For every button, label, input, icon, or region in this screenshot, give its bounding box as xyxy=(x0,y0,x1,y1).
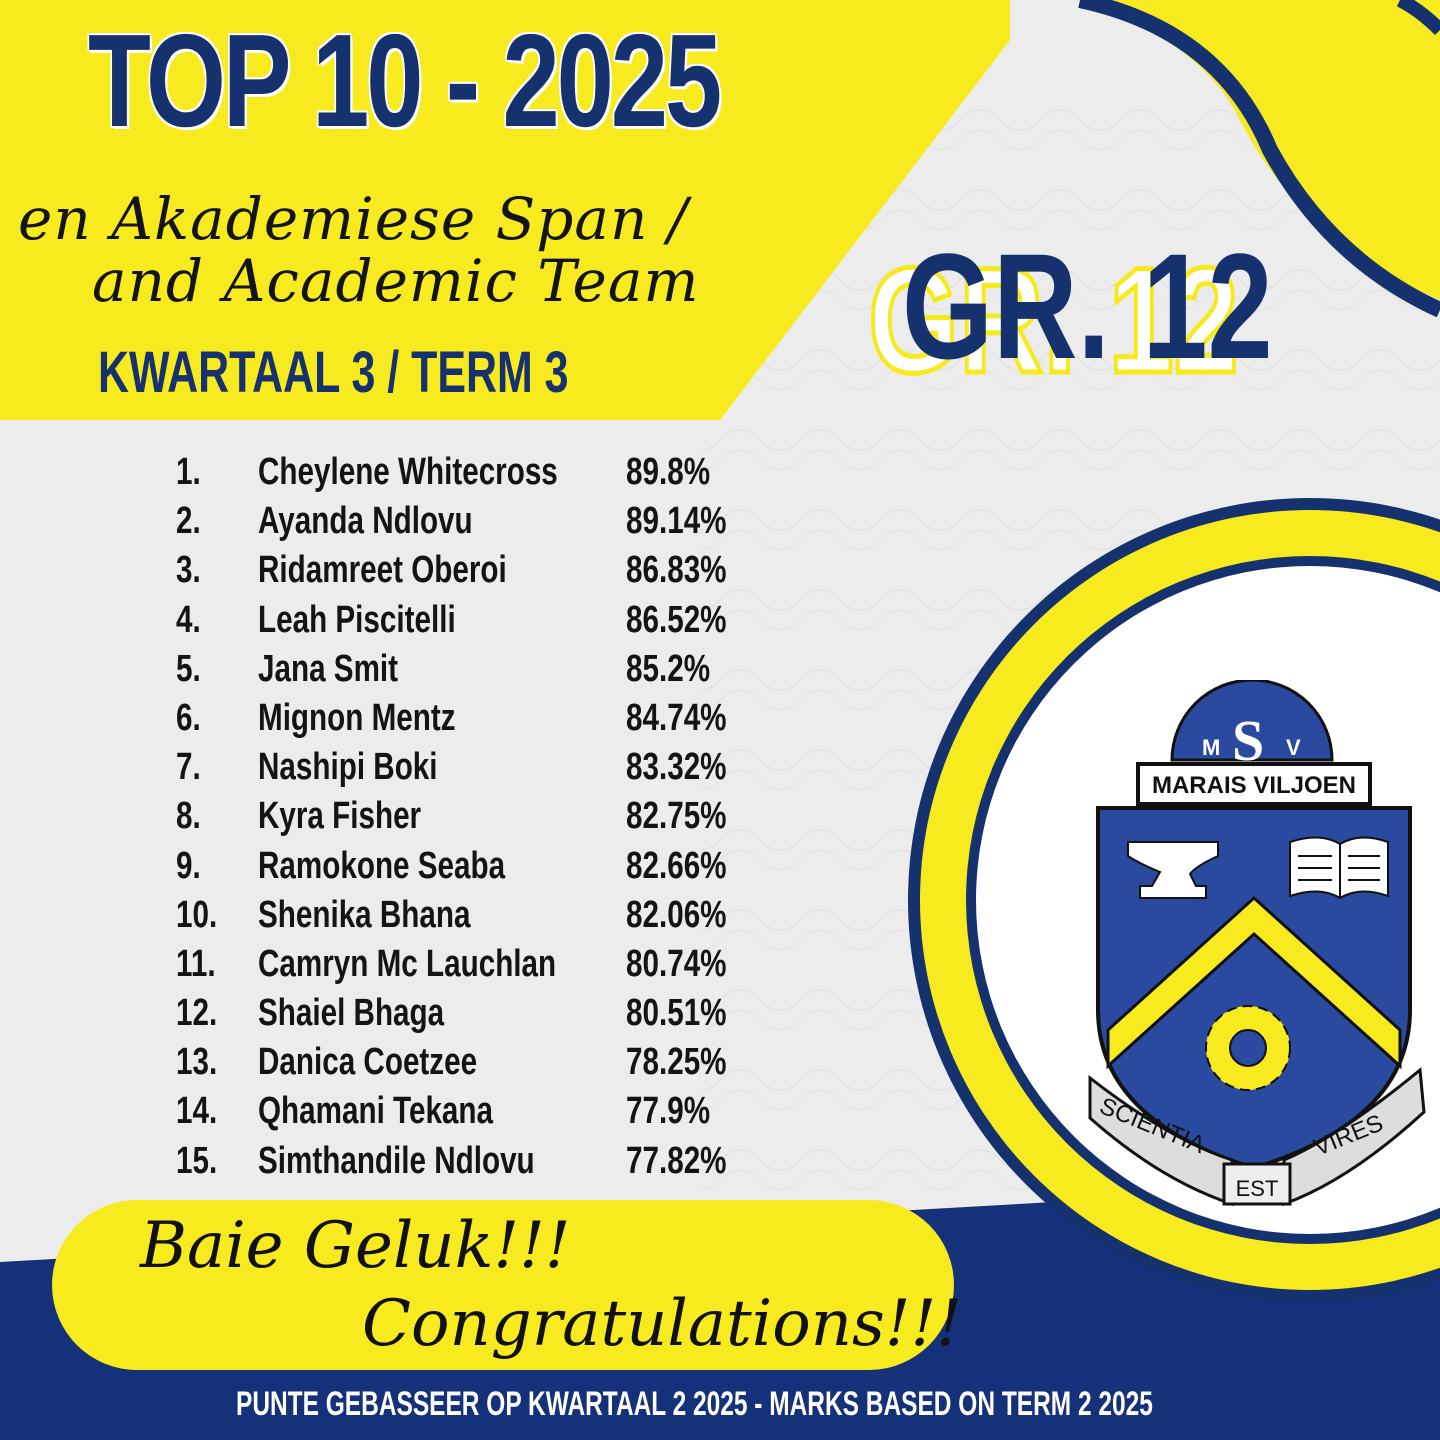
ranking-row: 15. Simthandile Ndlovu 77.82% xyxy=(176,1137,796,1186)
student-score: 80.51% xyxy=(626,992,727,1035)
student-score: 86.52% xyxy=(626,598,727,641)
school-crest: M S V MARAIS VILJOEN SCIENTIA EST VIRES xyxy=(1088,680,1426,1207)
ranking-row: 3. Ridamreet Oberoi 86.83% xyxy=(176,546,796,595)
student-name: Camryn Mc Lauchlan xyxy=(258,942,557,985)
student-name: Jana Smit xyxy=(258,647,399,690)
rank-number: 14. xyxy=(176,1090,218,1133)
student-score: 82.06% xyxy=(626,893,727,936)
student-name: Nashipi Boki xyxy=(258,746,438,789)
student-name: Cheylene Whitecross xyxy=(258,451,558,493)
crest-banner-text: MARAIS VILJOEN xyxy=(1152,772,1356,799)
rank-number: 11. xyxy=(176,942,216,985)
ranking-row: 11. Camryn Mc Lauchlan 80.74% xyxy=(176,940,796,989)
subtitle-line2: and Academic Team xyxy=(92,247,700,315)
rank-number: 13. xyxy=(176,1041,218,1084)
rank-number: 15. xyxy=(176,1139,218,1182)
rank-number: 2. xyxy=(176,500,201,543)
ranking-row: 5. Jana Smit 85.2% xyxy=(176,645,796,694)
ranking-row: 4. Leah Piscitelli 86.52% xyxy=(176,596,796,645)
student-name: Danica Coetzee xyxy=(258,1041,478,1084)
ranking-row: 13. Danica Coetzee 78.25% xyxy=(176,1038,796,1087)
footer-note: PUNTE GEBASSEER OP KWARTAAL 2 2025 - MAR… xyxy=(236,1385,1153,1423)
grade-shadow: GR. 12 xyxy=(866,236,1241,404)
student-score: 78.25% xyxy=(626,1041,727,1084)
student-score: 89.14% xyxy=(626,500,727,543)
gear-icon xyxy=(1205,1005,1291,1091)
page-title: TOP 10 - 2025 xyxy=(88,7,722,154)
ranking-row: 10. Shenika Bhana 82.06% xyxy=(176,891,796,940)
ranking-list: 1. Cheylene Whitecross 89.8% 2. Ayanda Ndlo… xyxy=(176,448,796,1186)
ranking-row: 14. Qhamani Tekana 77.9% xyxy=(176,1087,796,1136)
student-name: Shenika Bhana xyxy=(258,893,471,936)
crest-monogram-v: V xyxy=(1286,735,1301,760)
grade-label: GR. 12 xyxy=(902,222,1273,390)
student-name: Ayanda Ndlovu xyxy=(258,500,473,543)
rank-number: 3. xyxy=(176,549,201,592)
student-score: 80.74% xyxy=(626,942,727,985)
rank-number: 4. xyxy=(176,598,201,641)
student-name: Ridamreet Oberoi xyxy=(258,549,507,592)
rank-number: 10. xyxy=(176,893,218,936)
ranking-row: 9. Ramokone Seaba 82.66% xyxy=(176,842,796,891)
anvil-icon xyxy=(1127,841,1219,899)
student-name: Mignon Mentz xyxy=(258,696,456,739)
student-name: Ramokone Seaba xyxy=(258,844,506,887)
rank-number: 5. xyxy=(176,647,201,690)
ranking-row: 8. Kyra Fisher 82.75% xyxy=(176,792,796,841)
crest-monogram-m: M xyxy=(1202,735,1220,760)
congrats-english: Congratulations!!! xyxy=(362,1287,962,1361)
student-score: 85.2% xyxy=(626,647,711,690)
subtitle-line1: en Akademiese Span / xyxy=(18,185,689,253)
student-name: Simthandile Ndlovu xyxy=(258,1139,535,1182)
student-name: Kyra Fisher xyxy=(258,795,422,838)
student-score: 89.8% xyxy=(626,451,711,493)
rank-number: 9. xyxy=(176,844,201,887)
student-name: Leah Piscitelli xyxy=(258,598,456,641)
rank-number: 8. xyxy=(176,795,201,838)
student-score: 77.82% xyxy=(626,1139,727,1182)
student-name: Qhamani Tekana xyxy=(258,1090,494,1133)
student-score: 82.66% xyxy=(626,844,727,887)
crest-motto-center: EST xyxy=(1236,1176,1279,1201)
book-icon xyxy=(1289,836,1389,900)
term-label: KWARTAAL 3 / TERM 3 xyxy=(98,340,569,405)
ranking-row: 6. Mignon Mentz 84.74% xyxy=(176,694,796,743)
student-score: 77.9% xyxy=(626,1090,711,1133)
student-score: 83.32% xyxy=(626,746,727,789)
rank-number: 12. xyxy=(176,992,218,1035)
student-score: 84.74% xyxy=(626,696,727,739)
ranking-row: 12. Shaiel Bhaga 80.51% xyxy=(176,989,796,1038)
congrats-afrikaans: Baie Geluk!!! xyxy=(140,1209,571,1283)
student-score: 82.75% xyxy=(626,795,727,838)
subtitle: en Akademiese Span / and Academic Team xyxy=(18,188,699,312)
ranking-row: 7. Nashipi Boki 83.32% xyxy=(176,743,796,792)
rank-number: 7. xyxy=(176,746,201,789)
rank-number: 1. xyxy=(176,451,201,493)
ranking-row: 1. Cheylene Whitecross 89.8% xyxy=(176,448,796,497)
student-name: Shaiel Bhaga xyxy=(258,992,445,1035)
congratulations-banner xyxy=(52,1200,954,1370)
ranking-row: 2. Ayanda Ndlovu 89.14% xyxy=(176,497,796,546)
student-score: 86.83% xyxy=(626,549,727,592)
rank-number: 6. xyxy=(176,696,201,739)
